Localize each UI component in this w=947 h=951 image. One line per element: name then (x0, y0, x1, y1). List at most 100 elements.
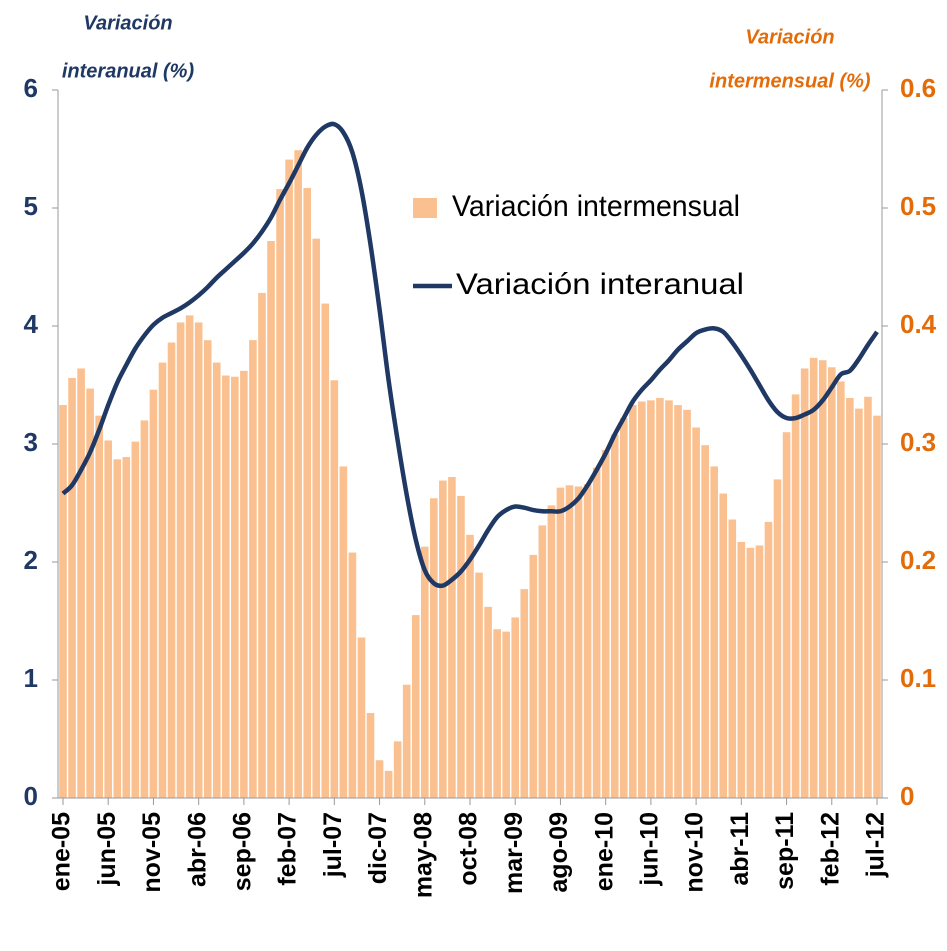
bar (556, 487, 565, 798)
y-axis-title: interanual (%) (62, 60, 195, 82)
x-tick-label: abr-11 (726, 812, 754, 886)
bar (122, 456, 131, 798)
bar (457, 495, 465, 798)
y-tick-label: 1 (24, 663, 38, 693)
x-tick-label: ene-05 (48, 812, 76, 891)
x-tick-label: sep-06 (228, 812, 256, 891)
x-tick-label: jul-07 (319, 812, 347, 878)
bar (393, 741, 402, 798)
bar (330, 380, 339, 798)
y-tick-label: 4 (24, 309, 39, 339)
bar (629, 405, 637, 798)
bar (149, 389, 158, 798)
bar (791, 394, 800, 798)
bar (674, 405, 682, 798)
bar (276, 189, 284, 798)
y-tick-label: 5 (24, 191, 38, 221)
x-tick-label: feb-12 (816, 812, 844, 886)
bar (104, 440, 113, 798)
bar (86, 388, 94, 798)
bar (212, 362, 221, 798)
bar (249, 340, 257, 798)
bar (402, 684, 411, 798)
bar (231, 376, 239, 798)
y-tick-label: 2 (24, 545, 38, 575)
bar (321, 303, 330, 798)
x-tick-label: abr-06 (183, 812, 211, 887)
bar (800, 368, 809, 798)
bar (574, 486, 583, 798)
bar (782, 432, 791, 798)
bar (538, 525, 547, 798)
bar (665, 400, 673, 798)
x-tick-label: ene-10 (590, 812, 618, 891)
bar (864, 396, 872, 798)
x-tick-label: sep-11 (771, 812, 799, 890)
bar (366, 713, 375, 798)
bar (59, 405, 67, 798)
bar (448, 477, 456, 798)
x-tick-label: oct-08 (455, 812, 483, 886)
bar (547, 505, 556, 798)
bar (619, 418, 628, 798)
bar (420, 546, 429, 798)
bar (384, 770, 393, 798)
bar (493, 629, 501, 798)
y2-axis-title: intermensual (%) (709, 70, 870, 92)
bar (565, 485, 574, 798)
bar (737, 541, 746, 798)
legend-label: Variación interanual (456, 268, 744, 301)
y-tick-label: 0 (24, 781, 38, 811)
bar (240, 370, 248, 798)
x-tick-label: ago-09 (545, 812, 573, 893)
bar (827, 367, 836, 798)
x-tick-label: jun-05 (93, 812, 121, 887)
bar (258, 292, 266, 798)
bar (466, 534, 474, 798)
bar (837, 381, 845, 798)
y2-tick-label: 0.5 (900, 191, 936, 221)
bar (592, 467, 601, 798)
bar (185, 315, 194, 798)
bar (194, 322, 203, 798)
bar (203, 340, 212, 798)
bar (818, 360, 827, 798)
bar (764, 521, 773, 798)
y2-tick-label: 0.4 (900, 309, 937, 339)
y-tick-label: 6 (24, 73, 38, 103)
bar (430, 498, 438, 798)
legend-label: Variación intermensual (452, 190, 740, 223)
bar (755, 545, 764, 798)
bar (701, 445, 709, 798)
x-tick-label: mar-09 (500, 812, 528, 894)
bar (176, 322, 185, 798)
bar (710, 466, 718, 798)
x-tick-label: jun-10 (635, 812, 663, 887)
bar (357, 637, 366, 798)
y2-tick-label: 0.2 (900, 545, 936, 575)
y2-axis-title: Variación (745, 26, 834, 48)
bar (583, 484, 592, 798)
bar (475, 572, 483, 798)
bar (222, 375, 230, 798)
bar (846, 397, 854, 798)
line (61, 121, 879, 589)
bar (339, 466, 348, 798)
bar (773, 479, 782, 798)
bar (411, 615, 420, 798)
bar (728, 519, 737, 798)
bar (294, 150, 302, 798)
y2-tick-label: 0.1 (900, 663, 936, 693)
bar (484, 606, 492, 798)
y2-tick-label: 0 (900, 781, 914, 811)
x-tick-label: jul-12 (862, 812, 890, 878)
x-tick-label: dic-07 (364, 812, 392, 884)
y2-tick-label: 0.3 (900, 427, 936, 457)
bar (140, 420, 149, 798)
bar (167, 342, 176, 798)
bar (312, 238, 321, 798)
bar (855, 408, 863, 798)
bar (95, 415, 103, 798)
bar (873, 415, 881, 798)
